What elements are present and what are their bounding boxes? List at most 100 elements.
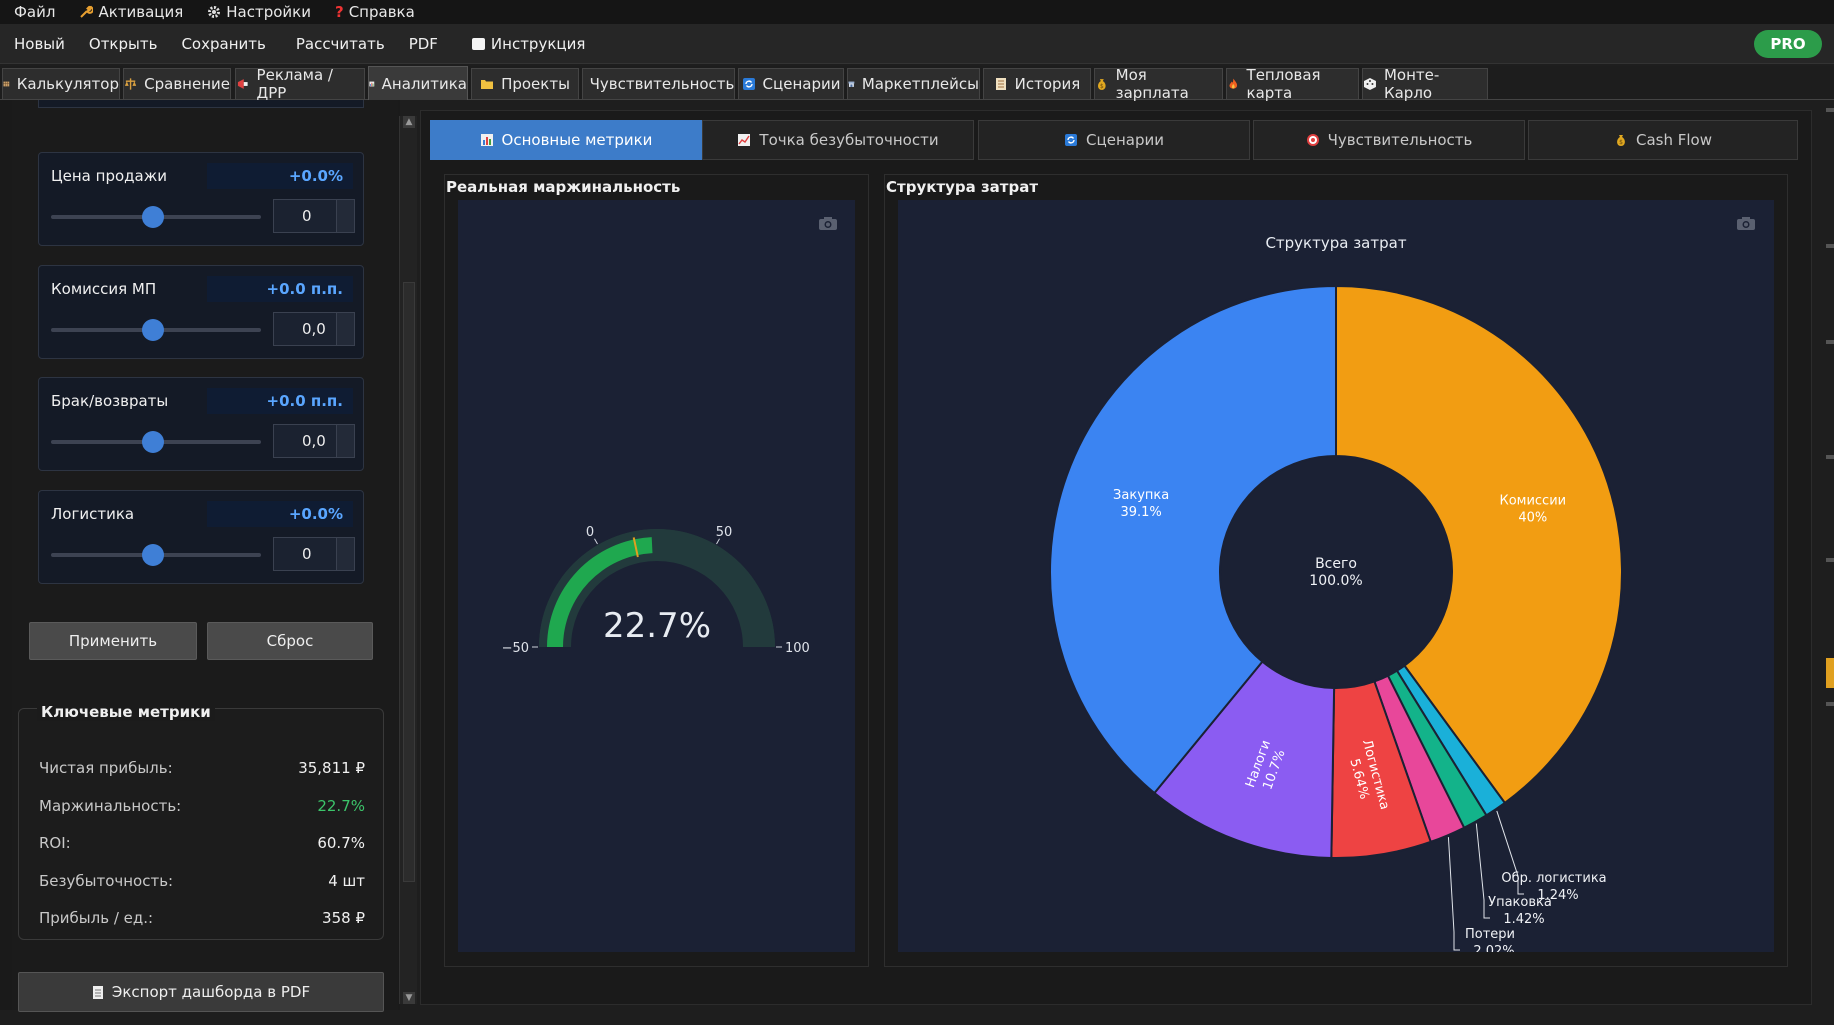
tab-10[interactable]: $ Моя зарплата — [1094, 66, 1223, 102]
refresh-icon — [742, 78, 755, 90]
tab-5[interactable]: Проекты — [471, 68, 579, 99]
metric-row: Маржинальность: 22.7% — [39, 797, 365, 817]
new-button[interactable]: Новый — [14, 34, 65, 53]
money-bag-icon: $ — [1098, 79, 1106, 90]
pie-slice-value: 40% — [1518, 511, 1547, 526]
spin-up-button[interactable] — [336, 538, 354, 554]
menu-bar: Файл Активация Настройки ? Справка — [0, 0, 1834, 24]
gauge-value-label: 22.7% — [603, 606, 711, 646]
spin-down-button[interactable] — [336, 329, 354, 345]
export-pdf-button[interactable]: Экспорт дашборда в PDF — [18, 972, 384, 1012]
camera-icon[interactable] — [818, 216, 838, 231]
param-label: Логистика — [51, 505, 135, 523]
tab-11[interactable]: Тепловая карта — [1226, 66, 1359, 102]
save-button[interactable]: Сохранить — [181, 34, 266, 53]
pie-slice-label: Закупка — [1113, 488, 1169, 503]
spin-up-button[interactable] — [336, 313, 354, 329]
param-slider-handle[interactable] — [142, 431, 164, 453]
pie-slice-value: 1.42% — [1503, 912, 1544, 927]
spin-down-button[interactable] — [336, 441, 354, 457]
pie-slice[interactable] — [1335, 284, 1623, 805]
param-spinbox[interactable]: 0 — [273, 537, 355, 571]
tab-7[interactable]: Сценарии — [738, 68, 844, 99]
param-slider-handle[interactable] — [142, 319, 164, 341]
pie-slice-value: 39.1% — [1120, 505, 1161, 520]
tab-6[interactable]: Чувствительность — [582, 68, 735, 99]
pie-inside-label: Комиссии 40% — [1499, 494, 1566, 526]
pro-badge[interactable]: PRO — [1754, 30, 1822, 58]
line-chart-icon — [738, 134, 751, 146]
guide-button[interactable]: Инструкция — [458, 35, 595, 53]
tab-12[interactable]: Монте-Карло — [1362, 66, 1488, 102]
subtab-label: Чувствительность — [1327, 131, 1473, 149]
metric-label: Безубыточность: — [39, 871, 174, 890]
gauge-value-bar — [547, 537, 653, 647]
menu-activation[interactable]: Активация — [65, 3, 193, 21]
param-spinbox[interactable]: 0,0 — [273, 312, 355, 346]
pie-slice-label: Обр. логистика — [1501, 871, 1606, 886]
menu-file-label: Файл — [14, 3, 56, 21]
left-scrollbar[interactable]: ▲ ▼ — [399, 116, 417, 1004]
gauge-tick — [594, 538, 598, 545]
subtab-4[interactable]: Чувствительность — [1253, 120, 1525, 160]
calculate-button[interactable]: Рассчитать — [295, 34, 385, 53]
tab-2[interactable]: Сравнение — [123, 68, 231, 99]
metric-row: ROI: 60.7% — [39, 834, 365, 854]
param-delta: +0.0 п.п. — [207, 388, 353, 414]
metric-row: Чистая прибыль: 35,811 ₽ — [39, 759, 365, 779]
cost-structure-card-title: Структура затрат — [886, 178, 1039, 196]
subtab-2[interactable]: Точка безубыточности — [702, 120, 974, 160]
tab-4[interactable]: Аналитика — [368, 66, 468, 100]
tab-label: Моя зарплата — [1115, 66, 1189, 102]
scroll-down-arrow[interactable]: ▼ — [403, 992, 415, 1004]
pie-plot: Структура затрат Комиссии 40% Обр. логистик… — [898, 200, 1774, 952]
pie-chart: Структура затрат Комиссии 40% Обр. логистик… — [1049, 234, 1623, 952]
camera-icon[interactable] — [1736, 216, 1756, 231]
menu-help[interactable]: ? Справка — [321, 3, 425, 21]
scroll-up-arrow[interactable]: ▲ — [403, 116, 415, 128]
param-spinbox[interactable]: 0 — [273, 199, 355, 233]
reset-button[interactable]: Сброс — [207, 622, 373, 660]
open-button[interactable]: Открыть — [88, 34, 158, 53]
param-delta: +0.0 п.п. — [207, 276, 353, 302]
param-value: 0 — [302, 207, 312, 225]
spin-up-button[interactable] — [336, 200, 354, 216]
pie-slice-label: Упаковка — [1488, 895, 1552, 910]
spin-up-button[interactable] — [336, 425, 354, 441]
pdf-button[interactable]: PDF — [408, 34, 438, 53]
edge-marker — [1826, 558, 1834, 562]
param-slider-handle[interactable] — [142, 206, 164, 228]
subtab-1[interactable]: Основные метрики — [430, 120, 702, 160]
megaphone-icon — [237, 79, 248, 89]
metric-row: Прибыль / ед.: 358 ₽ — [39, 909, 365, 929]
param-spinbox[interactable]: 0,0 — [273, 424, 355, 458]
tab-label: История — [1014, 75, 1081, 93]
svg-text:$: $ — [1100, 84, 1104, 90]
subtab-3[interactable]: Сценарии — [978, 120, 1250, 160]
metric-label: Прибыль / ед.: — [39, 909, 154, 927]
spin-down-button[interactable] — [336, 554, 354, 570]
param-card: Цена продажи +0.0% 0 — [38, 152, 364, 246]
gauge-tick-label: 100 — [785, 641, 810, 656]
menu-file[interactable]: Файл — [0, 3, 65, 21]
apply-button[interactable]: Применить — [29, 622, 197, 660]
tab-8[interactable]: Маркетплейсы — [847, 68, 980, 99]
pie-slice[interactable] — [1153, 660, 1336, 859]
scroll-thumb[interactable] — [403, 282, 415, 882]
tab-label: Сценарии — [762, 75, 841, 93]
pie-inside-label: Закупка 39.1% — [1113, 488, 1169, 520]
metric-value: 35,811 ₽ — [298, 759, 365, 777]
tab-3[interactable]: Реклама / ДРР — [235, 66, 365, 102]
edge-marker — [1826, 244, 1834, 248]
param-card: Логистика +0.0% 0 — [38, 490, 364, 584]
tab-9[interactable]: История — [983, 68, 1091, 99]
pie-slice-label: Комиссии — [1499, 494, 1566, 509]
tab-label: Сравнение — [144, 75, 230, 93]
pie-slice[interactable] — [1049, 284, 1337, 795]
tab-label: Тепловая карта — [1246, 66, 1321, 102]
subtab-5[interactable]: $ Cash Flow — [1528, 120, 1798, 160]
menu-settings[interactable]: Настройки — [193, 3, 321, 21]
tab-1[interactable]: Калькулятор — [2, 68, 120, 99]
param-slider-handle[interactable] — [142, 544, 164, 566]
spin-down-button[interactable] — [336, 216, 354, 232]
